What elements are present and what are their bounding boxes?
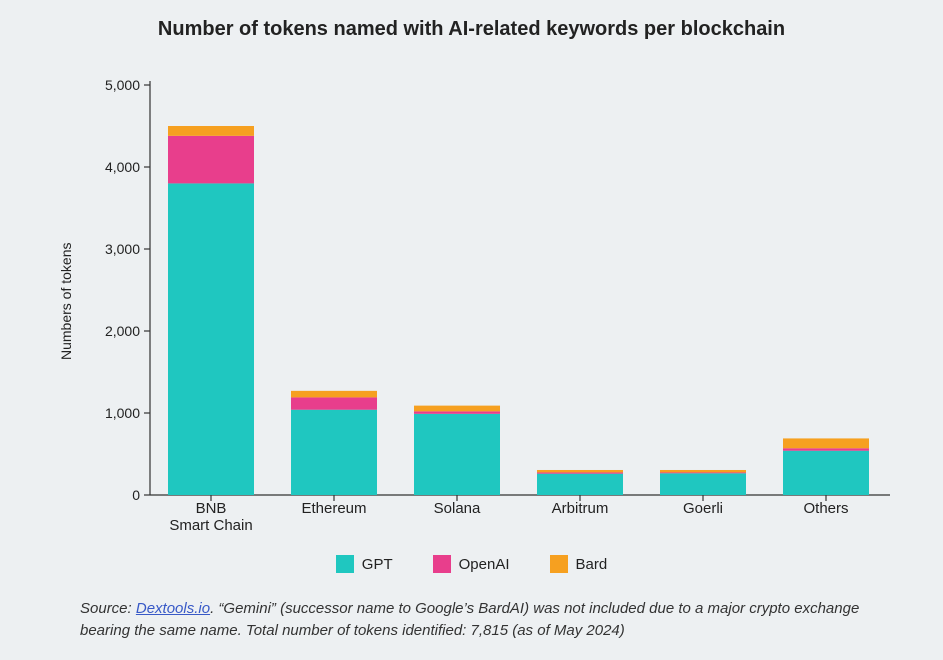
legend-label: OpenAI [459,556,510,573]
legend-item: Bard [550,555,608,573]
bar-segment [537,472,623,473]
legend-swatch [550,555,568,573]
bar-segment [660,473,746,495]
legend-label: GPT [362,556,393,573]
bar-segment [414,411,500,413]
source-link[interactable]: Dextools.io [136,600,210,617]
legend: GPT OpenAI Bard [0,555,943,573]
legend-label: Bard [576,556,608,573]
legend-swatch [336,555,354,573]
bar-segment [660,472,746,473]
bar-segment [537,470,623,472]
y-tick-label: 3,000 [80,241,140,257]
bar-segment [783,438,869,448]
category-label: Others [765,500,888,517]
bar-segment [537,474,623,495]
chart-plot-area [120,75,900,505]
source-note: Source: Dextools.io. “Gemini” (successor… [80,598,880,642]
source-prefix: Source: [80,600,136,617]
y-tick-label: 5,000 [80,77,140,93]
category-label: BNB Smart Chain [150,500,273,534]
y-tick-label: 0 [80,487,140,503]
category-label: Arbitrum [519,500,642,517]
bar-segment [291,410,377,495]
bar-segment [783,448,869,450]
bar-segment [414,406,500,412]
bar-segment [168,183,254,495]
bar-segment [291,397,377,409]
bar-segment [168,126,254,136]
category-label: Solana [396,500,519,517]
legend-item: OpenAI [433,555,510,573]
bar-segment [414,414,500,495]
legend-swatch [433,555,451,573]
chart-container: Number of tokens named with AI-related k… [0,0,943,660]
y-tick-label: 4,000 [80,159,140,175]
bar-segment [783,451,869,495]
chart-title: Number of tokens named with AI-related k… [0,18,943,41]
y-tick-label: 2,000 [80,323,140,339]
category-label: Goerli [642,500,765,517]
y-axis-label: Numbers of tokens [58,243,74,361]
bar-segment [291,391,377,398]
bar-segment [660,470,746,472]
y-tick-label: 1,000 [80,405,140,421]
category-label: Ethereum [273,500,396,517]
legend-item: GPT [336,555,393,573]
bar-segment [168,136,254,184]
